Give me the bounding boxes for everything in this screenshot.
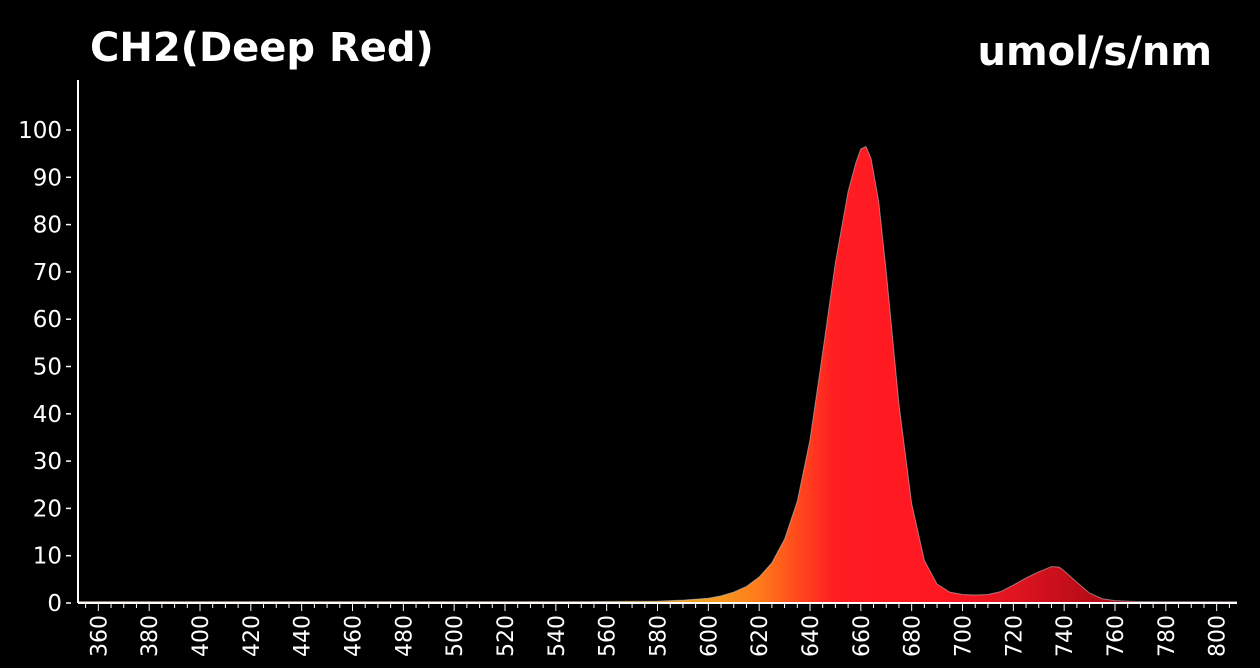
- x-tick-label-660: 660: [850, 615, 875, 657]
- spectrum-area-0: [78, 146, 1237, 603]
- x-tick-label-740: 740: [1053, 615, 1078, 657]
- x-tick-label-460: 460: [342, 615, 367, 657]
- x-tick-label-760: 760: [1104, 615, 1129, 657]
- x-tick-label-380: 380: [138, 615, 163, 657]
- x-tick-label-720: 720: [1002, 615, 1027, 657]
- chart-title: CH2(Deep Red): [90, 25, 434, 71]
- y-tick-label-10: 10: [33, 544, 62, 570]
- x-tick-label-640: 640: [799, 615, 824, 657]
- y-tick-label-60: 60: [33, 307, 62, 333]
- axis-layer: 0 10 20 30 40 50 60 70 80 90 100 360 380 400 420 440 460…: [18, 80, 1237, 657]
- y-tick-label-80: 80: [33, 213, 62, 239]
- x-tick-label-480: 480: [392, 615, 417, 657]
- y-tick-label-90: 90: [33, 165, 62, 191]
- x-tick-label-400: 400: [189, 615, 214, 657]
- spectrum-outline-0: [78, 145, 1237, 603]
- y-unit-label: umol/s/nm: [977, 29, 1212, 75]
- x-tick-label-800: 800: [1206, 615, 1231, 657]
- x-tick-label-440: 440: [291, 615, 316, 657]
- y-tick-label-70: 70: [33, 260, 62, 286]
- x-tick-label-360: 360: [87, 615, 112, 657]
- x-tick-label-500: 500: [443, 615, 468, 657]
- y-tick-label-40: 40: [33, 402, 62, 428]
- x-tick-label-540: 540: [545, 615, 570, 657]
- x-tick-label-560: 560: [596, 615, 621, 657]
- x-tick-label-780: 780: [1155, 615, 1180, 657]
- x-tick-label-580: 580: [647, 615, 672, 657]
- plot-layer: [78, 145, 1237, 603]
- y-tick-label-30: 30: [33, 449, 62, 475]
- x-tick-label-600: 600: [697, 615, 722, 657]
- y-tick-label-0: 0: [47, 591, 62, 617]
- y-tick-label-50: 50: [33, 355, 62, 381]
- x-tick-label-520: 520: [494, 615, 519, 657]
- x-tick-label-620: 620: [748, 615, 773, 657]
- y-tick-label-20: 20: [33, 496, 62, 522]
- x-tick-label-680: 680: [901, 615, 926, 657]
- x-tick-label-700: 700: [952, 615, 977, 657]
- x-tick-label-420: 420: [240, 615, 265, 657]
- y-tick-label-100: 100: [18, 118, 62, 144]
